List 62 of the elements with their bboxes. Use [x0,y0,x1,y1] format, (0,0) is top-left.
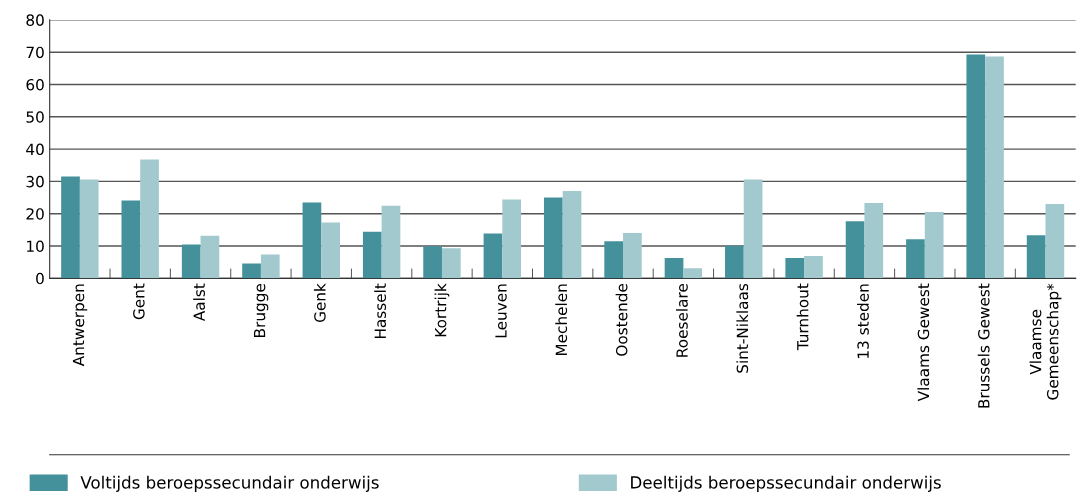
bar [381,205,401,279]
bar [200,235,220,279]
bar [181,244,201,279]
bar [985,56,1004,279]
y-tick-label: 10 [27,240,44,253]
bar [623,233,642,279]
x-tick-label: Gent [133,283,145,320]
bar [864,203,884,279]
bar [906,239,925,279]
x-tick-label: Kortrijk [434,283,450,337]
y-tick-label: 40 [26,143,44,156]
bar [79,179,99,279]
x-tick-label: 13 steden [857,284,869,358]
x-tick-label: Genk [313,283,326,323]
x-tick-label: Sint-Niklaas [736,283,749,373]
y-tick-label: 70 [26,46,44,59]
bar [924,212,944,279]
x-tick-label: Leuven [495,284,507,338]
bar [242,263,261,279]
bar [845,221,865,279]
y-tick-label: 20 [26,208,44,220]
y-tick-label: 50 [26,111,44,123]
x-tick-label: Oostende [615,284,628,356]
bar [562,191,582,279]
legend-label: Deeltijds beroepssecundair onderwijs [631,475,941,492]
x-tick-label: Mechelen [555,284,568,356]
y-tick-label: 60 [26,78,44,91]
x-tick-label: Turnhout [796,283,809,351]
y-tick-label: 80 [26,14,44,26]
bar [423,246,442,279]
y-tick-label: 0 [36,272,44,285]
x-tick-label: Brussels Gewest [977,283,990,408]
bar [664,257,684,279]
bar [61,176,80,279]
bar [362,231,382,279]
bar [1026,235,1046,279]
bar [725,245,744,279]
y-tick-label: 30 [26,175,44,188]
bar [302,202,322,279]
bar [785,257,805,279]
x-tick-label: Vlaams Gewest [917,283,930,402]
bar [604,241,624,279]
bar [683,268,703,279]
bar [441,248,461,279]
bar [543,197,563,279]
legend-label: Voltijds beroepssecundair onderwijs [80,475,379,492]
bar [502,199,522,279]
bar [321,222,340,279]
bar [140,159,159,279]
bar [121,200,141,279]
x-tick-label: Antwerpen [72,284,88,367]
bar [966,54,986,279]
x-tick-label: Roeselare [675,284,688,357]
x-tick-label: Hasselt [374,283,387,339]
x-tick-label: Vlaamse Gemeenschap* [1029,283,1062,400]
bar [743,179,763,279]
bar [804,256,823,279]
bar [1045,204,1065,279]
bar [483,233,503,279]
bar [260,254,280,279]
x-tick-label: Aalst [193,283,205,322]
x-tick-label: Brugge [253,284,269,337]
